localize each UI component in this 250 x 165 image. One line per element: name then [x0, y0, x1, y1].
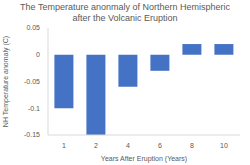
svg-text:1: 1 — [62, 142, 66, 149]
svg-text:-0.15: -0.15 — [24, 131, 40, 138]
svg-text:10: 10 — [220, 142, 228, 149]
html-text:The Temperature anonmaly of No: The Temperature anonmaly of Northern Hem… — [20, 2, 230, 23]
svg-text:8: 8 — [190, 142, 194, 149]
svg-text:-0.1: -0.1 — [28, 105, 40, 112]
svg-text:2: 2 — [94, 142, 98, 149]
svg-text:-0.05: -0.05 — [24, 78, 40, 85]
svg-text:Years After Eruption (Years): Years After Eruption (Years) — [101, 155, 187, 163]
svg-text:0: 0 — [36, 51, 40, 58]
svg-text:6: 6 — [158, 142, 162, 149]
svg-text:4: 4 — [126, 142, 130, 149]
svg-text:0.05: 0.05 — [26, 24, 40, 31]
svg-text:NH Temperature anomaly (C): NH Temperature anomaly (C) — [8, 36, 10, 127]
